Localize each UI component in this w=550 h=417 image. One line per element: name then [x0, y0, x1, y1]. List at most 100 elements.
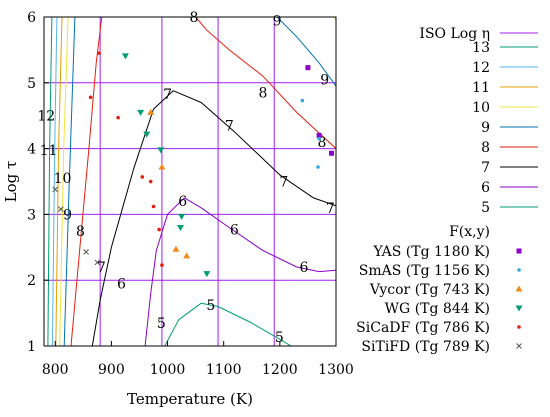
- contour-label: 7: [279, 175, 288, 191]
- contour-line-11: [55, 17, 63, 346]
- data-point: [97, 51, 101, 55]
- legend-marker: [515, 285, 523, 292]
- contour-line-9: [276, 17, 336, 87]
- legend-contour-title: ISO Log η: [419, 26, 490, 42]
- data-point: [83, 249, 89, 255]
- plot-frame: [43, 16, 337, 347]
- contour-label: 7: [163, 87, 172, 103]
- data-point: [172, 245, 180, 252]
- contour-label: 7: [326, 201, 335, 217]
- contour-line-7: [91, 90, 336, 346]
- legend-marker: [516, 248, 522, 254]
- data-point: [121, 53, 129, 60]
- contour-label: 6: [117, 276, 126, 292]
- y-tick-label: 6: [27, 10, 36, 26]
- contour-line-6: [144, 197, 336, 346]
- contour-label: 11: [40, 143, 58, 159]
- legend-label: 13: [472, 40, 490, 56]
- x-tick-label: 1300: [318, 362, 354, 378]
- data-point: [329, 150, 335, 156]
- data-point: [116, 115, 120, 120]
- legend-label: YAS (Tg 1180 K): [372, 244, 490, 260]
- data-point: [88, 95, 93, 100]
- legend-label: 7: [481, 160, 490, 176]
- contour-label: 8: [189, 10, 198, 26]
- data-point: [148, 179, 153, 184]
- x-tick-label: 800: [42, 362, 69, 378]
- data-point: [178, 213, 186, 220]
- legend-label: SiCaDF (Tg 786 K): [356, 320, 490, 336]
- legend-marker: [517, 268, 521, 272]
- contour-label: 8: [259, 86, 268, 102]
- data-point: [157, 147, 165, 154]
- contour-label: 8: [318, 135, 327, 151]
- contour-lines: [47, 17, 336, 346]
- contour-label: 12: [37, 109, 55, 125]
- data-point: [147, 108, 155, 115]
- legend-label: 11: [472, 80, 490, 96]
- contour-label: 8: [76, 224, 85, 240]
- data-point: [157, 227, 161, 232]
- y-tick-label: 1: [27, 339, 36, 355]
- legend-label: 9: [481, 120, 490, 136]
- contour-label: 6: [300, 260, 309, 276]
- legend: ISO Log η F(x,y) 13 12 11 10 9 8 7 6 5 YAS (Tg 11…: [356, 26, 538, 355]
- x-tick-label: 1100: [206, 362, 242, 378]
- legend-label: 12: [472, 60, 490, 76]
- data-point: [305, 65, 311, 71]
- legend-marker: [516, 343, 522, 349]
- data-points: [52, 51, 335, 278]
- data-point: [203, 271, 211, 278]
- x-tick-label: 1000: [150, 362, 186, 378]
- contour-line-10: [59, 17, 69, 346]
- data-point: [316, 165, 320, 169]
- x-axis-label: Temperature (K): [127, 390, 253, 408]
- contour-label: 9: [273, 13, 282, 29]
- legend-label: 8: [481, 140, 490, 156]
- contour-line-8: [195, 17, 336, 149]
- contour-label: 5: [157, 316, 166, 332]
- contour-line-9: [63, 17, 76, 346]
- legend-label: 6: [481, 180, 490, 196]
- legend-marker: [517, 325, 521, 329]
- contour-label: 5: [206, 298, 215, 314]
- y-axis-label: Log τ: [2, 161, 20, 203]
- x-tick-label: 900: [98, 362, 125, 378]
- legend-scatter-title: F(x,y): [449, 224, 490, 240]
- contour-line-13: [47, 17, 53, 346]
- legend-marker: [515, 305, 523, 312]
- contour-line-8: [70, 17, 103, 346]
- legend-label: 10: [472, 100, 490, 116]
- data-point: [183, 252, 191, 259]
- contour-label: 9: [320, 73, 329, 89]
- contour-label: 7: [97, 260, 106, 276]
- data-point: [158, 163, 166, 170]
- data-point: [316, 132, 322, 138]
- data-point: [160, 263, 164, 267]
- data-point: [176, 225, 184, 232]
- data-point: [140, 175, 145, 179]
- y-tick-label: 2: [27, 273, 36, 289]
- contour-line-5: [164, 302, 292, 346]
- y-tick-label: 4: [27, 142, 36, 158]
- grid: [44, 17, 336, 346]
- contour-label: 10: [54, 171, 72, 187]
- data-point: [143, 131, 151, 138]
- contour-label: 6: [230, 223, 239, 239]
- contour-label: 7: [225, 119, 234, 135]
- data-point: [300, 98, 305, 103]
- y-tick-label: 5: [27, 76, 36, 92]
- data-point: [52, 186, 59, 193]
- data-point: [137, 109, 145, 116]
- x-tick-label: 1200: [262, 362, 298, 378]
- data-point: [57, 206, 64, 212]
- legend-label: 5: [481, 200, 490, 216]
- legend-label: WG (Tg 844 K): [385, 301, 490, 317]
- y-tick-label: 3: [27, 207, 36, 223]
- legend-label: Vycor (Tg 743 K): [369, 282, 490, 298]
- data-point: [151, 204, 156, 209]
- contour-label: 5: [275, 330, 284, 346]
